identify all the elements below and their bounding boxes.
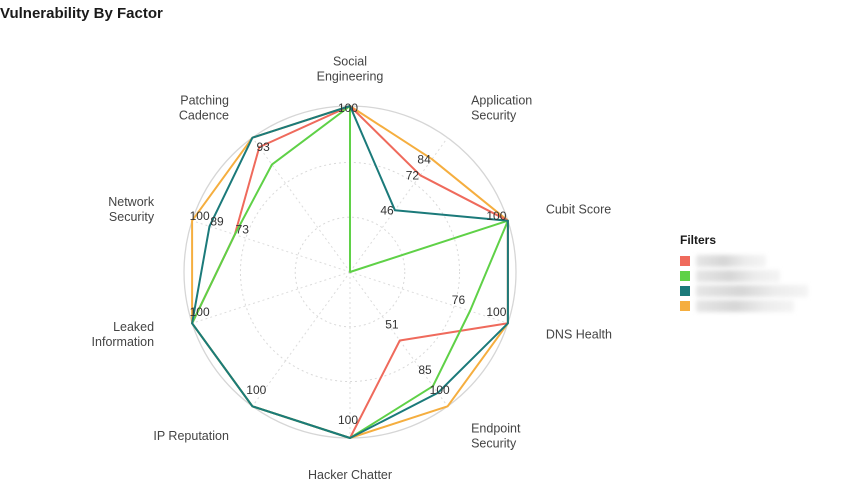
data-label: 100 bbox=[246, 383, 266, 397]
legend-item[interactable] bbox=[680, 283, 808, 298]
data-label: 100 bbox=[486, 209, 506, 223]
data-label: 46 bbox=[380, 203, 394, 217]
radar-series bbox=[191, 105, 509, 439]
axis-label: Application Security bbox=[471, 93, 532, 122]
legend-title: Filters bbox=[680, 233, 717, 247]
data-label: 100 bbox=[486, 305, 506, 319]
data-label: 85 bbox=[418, 363, 432, 377]
chart-title: Vulnerability By Factor bbox=[0, 5, 163, 22]
legend-swatch-green bbox=[680, 270, 690, 281]
grid-spoke bbox=[252, 271, 351, 407]
grid-spoke bbox=[252, 137, 351, 273]
legend-swatch-teal bbox=[680, 285, 690, 296]
grid-ring bbox=[294, 216, 406, 328]
axis-label: Cubit Score bbox=[546, 202, 611, 216]
legend-label-redacted bbox=[696, 254, 766, 267]
legend-item[interactable] bbox=[680, 253, 808, 268]
axis-label: IP Reputation bbox=[153, 429, 229, 443]
data-label: 51 bbox=[385, 317, 399, 331]
axis-label: DNS Health bbox=[546, 328, 612, 342]
radar-labels: Social Engineering Application Security Cubi… bbox=[92, 55, 612, 483]
data-label: 93 bbox=[256, 140, 270, 154]
data-label: 76 bbox=[452, 293, 466, 307]
data-label: 100 bbox=[190, 305, 210, 319]
data-label: 73 bbox=[236, 223, 250, 237]
legend: Filters bbox=[680, 233, 808, 313]
legend-label-redacted bbox=[696, 299, 794, 312]
data-label: 84 bbox=[417, 152, 431, 166]
data-label: 100 bbox=[338, 413, 358, 427]
axis-label: Leaked Information bbox=[92, 320, 155, 349]
axis-label: Social Engineering bbox=[317, 55, 384, 84]
axis-label: Endpoint Security bbox=[471, 422, 521, 451]
legend-item[interactable] bbox=[680, 268, 808, 283]
grid-spoke bbox=[349, 137, 448, 273]
axis-label: Network Security bbox=[108, 195, 155, 224]
axis-label: Patching Cadence bbox=[179, 93, 229, 122]
legend-item[interactable] bbox=[680, 298, 808, 313]
data-label: 89 bbox=[210, 214, 224, 228]
data-label: 72 bbox=[406, 168, 420, 182]
data-label: 100 bbox=[338, 101, 358, 115]
legend-label-redacted bbox=[696, 269, 780, 282]
data-label: 100 bbox=[430, 383, 450, 397]
legend-label-redacted bbox=[696, 284, 808, 297]
grid-spoke bbox=[191, 271, 351, 324]
axis-label: Hacker Chatter bbox=[308, 468, 392, 482]
data-label: 100 bbox=[190, 209, 210, 223]
legend-swatch-red bbox=[680, 255, 690, 266]
series-line[interactable] bbox=[191, 105, 509, 439]
legend-swatch-orange bbox=[680, 300, 690, 311]
